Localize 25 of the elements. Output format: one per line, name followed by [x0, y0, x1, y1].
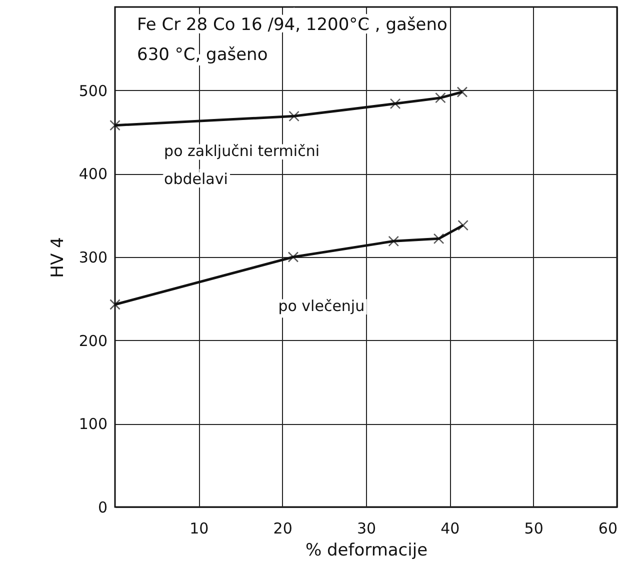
y-axis-title: HV 4 — [48, 237, 68, 278]
y-tick-label: 500 — [78, 82, 108, 100]
x-tick-label: 20 — [273, 520, 292, 538]
point — [390, 98, 401, 110]
point — [388, 236, 400, 247]
x-tick-label: 50 — [524, 520, 544, 538]
text: 630 °C, gašeno — [137, 45, 268, 65]
y-tick-label: 0 — [98, 498, 108, 516]
point — [435, 92, 446, 104]
y-tick-label: 300 — [78, 248, 108, 266]
point — [456, 86, 468, 98]
x-tick-label: 30 — [356, 520, 376, 538]
point — [458, 220, 468, 231]
y-tick-label: 200 — [78, 332, 108, 350]
y-tick-label: 100 — [78, 415, 108, 434]
point — [433, 233, 444, 244]
point — [110, 120, 120, 131]
point — [110, 299, 120, 310]
x-tick-label: 10 — [190, 520, 209, 538]
point — [288, 252, 299, 262]
point — [288, 110, 300, 122]
x-tick-label: 40 — [440, 520, 460, 538]
x-axis-title: % deformacije — [305, 540, 428, 560]
x-tick-label: 60 — [598, 520, 618, 538]
y-tick-label: 400 — [78, 165, 108, 184]
